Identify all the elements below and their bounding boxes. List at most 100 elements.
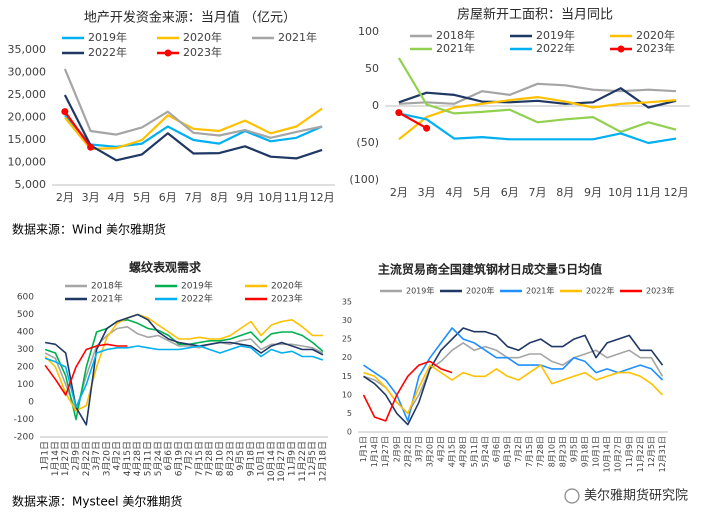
x-tick-label: 4月 xyxy=(445,186,463,199)
x-tick-label: 10月14日 xyxy=(603,436,612,472)
legend-label: 2021年 xyxy=(436,41,475,55)
x-tick-label: 7月28日 xyxy=(536,436,545,467)
series-line xyxy=(398,112,677,145)
y-tick-label: 20 xyxy=(342,353,352,362)
x-tick-label: 12月5日 xyxy=(647,436,656,467)
x-tick-label: 7月 xyxy=(185,191,203,204)
x-tick-label: 11月9日 xyxy=(625,436,634,467)
y-tick-label: 100 xyxy=(17,380,34,390)
legend-label: 2020年 xyxy=(636,28,675,42)
legend-label: 2023年 xyxy=(271,293,303,305)
legend-label: 2021年 xyxy=(91,293,123,305)
x-tick-label: 9月5日 xyxy=(235,441,246,470)
x-tick-label: 10月14日 xyxy=(266,441,277,482)
legend-label: 2018年 xyxy=(91,280,123,292)
y-tick-label: 30,000 xyxy=(8,66,47,79)
x-tick-label: 10月1日 xyxy=(256,441,267,476)
y-tick-label: 25,000 xyxy=(8,88,47,101)
y-tick-label: -100 xyxy=(14,415,35,425)
x-tick-label: 10月 xyxy=(258,191,283,204)
series-line xyxy=(398,111,428,130)
y-tick-label: 300 xyxy=(17,345,34,355)
legend-label: 2018年 xyxy=(436,28,475,42)
series-line xyxy=(397,57,677,133)
series-line xyxy=(398,82,677,105)
legend-label: 2023年 xyxy=(183,45,222,59)
legend-label: 2021年 xyxy=(526,286,554,296)
y-tick-label: 5 xyxy=(347,409,352,418)
chart-title: 房屋新开工面积：当月同比 xyxy=(457,7,613,23)
x-tick-label: 3月20日 xyxy=(101,441,112,476)
x-tick-label: 11月22日 xyxy=(297,441,308,482)
legend-label: 2022年 xyxy=(586,286,614,296)
y-tick-label: 20,000 xyxy=(8,111,47,124)
x-tick-label: 3月7日 xyxy=(91,441,102,470)
y-tick-label: 200 xyxy=(17,363,34,373)
source-caption: 数据来源：Wind 美尔雅期货 xyxy=(12,222,166,237)
y-tick-label: 0 xyxy=(372,99,379,112)
y-tick-label: 400 xyxy=(17,328,34,338)
x-tick-label: 8月23日 xyxy=(558,436,567,467)
x-tick-label: 6月19日 xyxy=(503,436,512,467)
x-tick-label: 2月9日 xyxy=(392,436,401,462)
x-tick-label: 1月14日 xyxy=(50,441,61,476)
y-tick-label: 5,000 xyxy=(15,178,47,191)
series-line xyxy=(63,68,323,139)
legend-label: 2022年 xyxy=(536,41,575,55)
chart-title: 螺纹表观需求 xyxy=(129,260,202,275)
x-tick-label: 12月5日 xyxy=(307,441,318,476)
series-line xyxy=(363,364,664,415)
x-tick-label: 10月 xyxy=(608,186,633,199)
x-tick-label: 3月 xyxy=(418,186,436,199)
x-tick-label: 4月 xyxy=(107,191,125,204)
source-caption: 数据来源：Mysteel 美尔雅期货 xyxy=(12,494,182,509)
legend-label: 2023年 xyxy=(646,286,674,296)
y-tick-label: 25 xyxy=(342,335,352,344)
x-tick-label: 7月15日 xyxy=(525,436,534,467)
x-tick-label: 8月10日 xyxy=(215,441,226,476)
x-tick-label: 4月2日 xyxy=(112,441,123,470)
x-tick-label: 1月27日 xyxy=(381,436,390,467)
series-line xyxy=(363,342,664,415)
x-tick-label: 11月 xyxy=(636,186,661,199)
x-tick-label: 6月 xyxy=(501,186,519,199)
x-tick-label: 9月5日 xyxy=(569,436,578,462)
y-tick-label: 0 xyxy=(347,428,352,437)
y-tick-label: -200 xyxy=(14,433,35,443)
y-tick-label: 600 xyxy=(17,293,34,303)
y-tick-label: 10,000 xyxy=(8,156,47,169)
y-tick-label: 0 xyxy=(28,398,34,408)
x-tick-label: 5月11日 xyxy=(143,441,154,476)
x-tick-label: 1月1日 xyxy=(40,441,51,470)
x-tick-label: 8月10日 xyxy=(547,436,556,467)
x-tick-label: 12月 xyxy=(310,191,335,204)
series-marker xyxy=(423,124,431,132)
y-tick-label: 35,000 xyxy=(8,43,47,56)
x-tick-label: 9月18日 xyxy=(245,441,256,476)
series-line xyxy=(44,313,324,426)
series-line xyxy=(44,343,128,396)
legend-label: 2020年 xyxy=(466,286,494,296)
x-tick-label: 8月 xyxy=(210,191,228,204)
y-tick-label: 15 xyxy=(342,372,352,381)
x-tick-label: 9月18日 xyxy=(580,436,589,467)
series-line xyxy=(64,114,323,148)
x-tick-label: 4月15日 xyxy=(448,436,457,467)
watermark: 美尔雅期货研究院 xyxy=(584,488,688,504)
x-tick-label: 4月2日 xyxy=(437,436,446,462)
x-tick-label: 12月31日 xyxy=(658,436,667,472)
legend-label: 2019年 xyxy=(181,280,213,292)
x-tick-label: 12月 xyxy=(664,186,689,199)
x-tick-label: 2月 xyxy=(390,186,408,199)
x-tick-label: 7月2日 xyxy=(514,436,523,462)
x-tick-label: 5月11日 xyxy=(470,436,479,467)
x-tick-label: 2月22日 xyxy=(403,436,412,467)
legend-label: 2022年 xyxy=(88,45,127,59)
x-tick-label: 10月1日 xyxy=(592,436,601,467)
series-marker xyxy=(87,143,95,151)
chart-title: 地产开发资金来源：当月值 （亿元） xyxy=(84,10,296,26)
chart-title: 主流贸易商全国建筑钢材日成交量5日均值 xyxy=(378,262,602,277)
x-tick-label: 11月 xyxy=(284,191,309,204)
x-tick-label: 11月22日 xyxy=(636,436,645,472)
watermark-icon xyxy=(564,488,580,504)
